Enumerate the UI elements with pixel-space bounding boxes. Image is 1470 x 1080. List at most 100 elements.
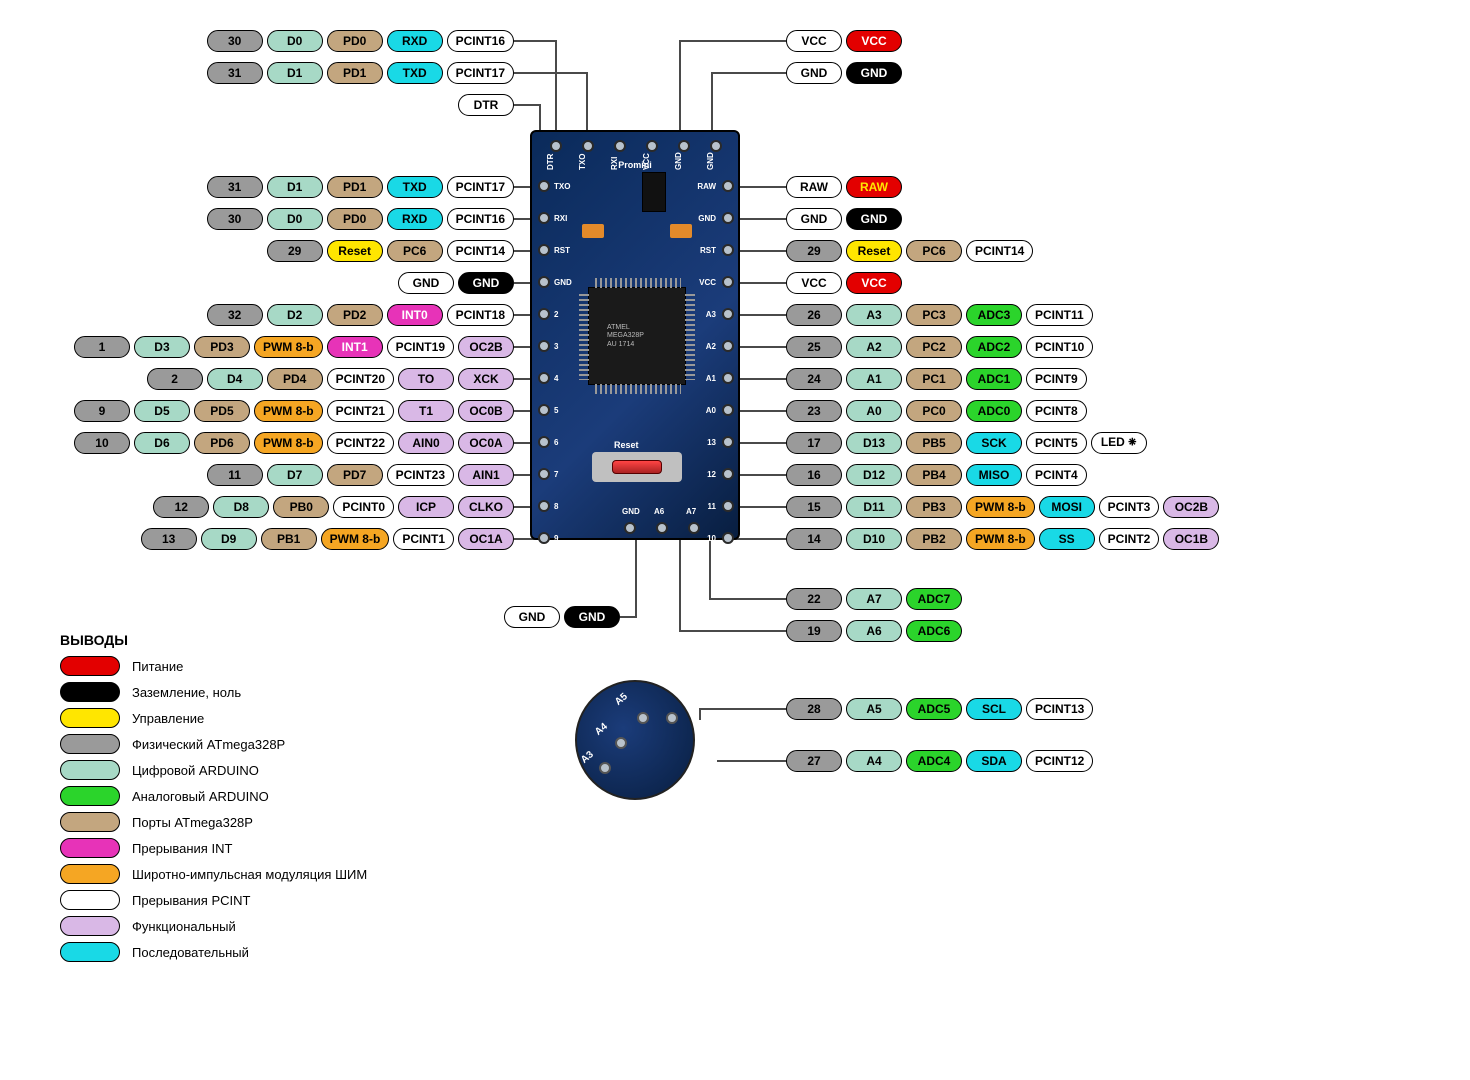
legend-row: Прерывания INT xyxy=(60,838,367,858)
pin-label-d7: D7 xyxy=(267,464,323,486)
legend-text: Управление xyxy=(132,711,204,726)
pin-label-adc1: ADC1 xyxy=(966,368,1022,390)
pin-label-to: TO xyxy=(398,368,454,390)
silk-label: A7 xyxy=(686,507,696,516)
pin-label-txd: TXD xyxy=(387,176,443,198)
pin-label-txd: TXD xyxy=(387,62,443,84)
pin-hole xyxy=(538,404,550,416)
pin-label-pcint4: PCINT4 xyxy=(1026,464,1087,486)
pin-hole xyxy=(722,212,734,224)
pin-label-pcint21: PCINT21 xyxy=(327,400,394,422)
pin-hole xyxy=(722,340,734,352)
pin-label-a7: A7 xyxy=(846,588,902,610)
pin-label-pb4: PB4 xyxy=(906,464,962,486)
silk-label: 10 xyxy=(707,534,716,543)
silk-label: 13 xyxy=(707,438,716,447)
pin-row: 17D13PB5SCKPCINT5LED 🞻 xyxy=(786,432,1147,454)
inset-closeup: A5 A4 A3 xyxy=(575,680,695,800)
pin-label-gnd: GND xyxy=(786,208,842,230)
silk-label: 12 xyxy=(707,470,716,479)
pin-hole xyxy=(538,276,550,288)
legend-text: Порты ATmega328P xyxy=(132,815,253,830)
pin-label-32: 32 xyxy=(207,304,263,326)
pin-label-adc5: ADC5 xyxy=(906,698,962,720)
pin-label-pcint18: PCINT18 xyxy=(447,304,514,326)
pin-label-25: 25 xyxy=(786,336,842,358)
pin-label-24: 24 xyxy=(786,368,842,390)
pin-label-pcint2: PCINT2 xyxy=(1099,528,1160,550)
silk-label: 2 xyxy=(554,310,558,319)
pin-label-d10: D10 xyxy=(846,528,902,550)
pin-label-30: 30 xyxy=(207,208,263,230)
pin-label-adc6: ADC6 xyxy=(906,620,962,642)
pin-label-pc6: PC6 xyxy=(387,240,443,262)
pin-label-2: 2 xyxy=(147,368,203,390)
pin-label-pcint1: PCINT1 xyxy=(393,528,454,550)
pin-label-oc2b: OC2B xyxy=(458,336,514,358)
pin-label-pwm-8-b: PWM 8-b xyxy=(254,336,323,358)
pin-label-gnd: GND xyxy=(398,272,454,294)
pin-label-pcint12: PCINT12 xyxy=(1026,750,1093,772)
legend-swatch xyxy=(60,890,120,910)
legend-swatch xyxy=(60,942,120,962)
silk-label: A6 xyxy=(654,507,664,516)
pin-label-pcint3: PCINT3 xyxy=(1099,496,1160,518)
pin-hole xyxy=(538,308,550,320)
silk-label: A1 xyxy=(706,374,716,383)
pin-label-scl: SCL xyxy=(966,698,1022,720)
pin-label-pd1: PD1 xyxy=(327,176,383,198)
pin-row: VCCVCC xyxy=(786,272,902,294)
legend-text: Функциональный xyxy=(132,919,236,934)
legend-row: Функциональный xyxy=(60,916,367,936)
pin-hole xyxy=(624,522,636,534)
pin-row: 29ResetPC6PCINT14 xyxy=(786,240,1033,262)
pin-label-pcint19: PCINT19 xyxy=(387,336,454,358)
pin-row: GNDGND xyxy=(504,606,620,628)
pin-label-27: 27 xyxy=(786,750,842,772)
reset-button xyxy=(592,452,682,482)
silk-label: A3 xyxy=(706,310,716,319)
pin-hole xyxy=(722,500,734,512)
pin-label-pcint17: PCINT17 xyxy=(447,62,514,84)
pin-row: DTR xyxy=(458,94,514,116)
capacitor xyxy=(670,224,692,238)
pin-label-sda: SDA xyxy=(966,750,1022,772)
pin-label-pcint11: PCINT11 xyxy=(1026,304,1093,326)
legend-row: Управление xyxy=(60,708,367,728)
pin-label-gnd: GND xyxy=(786,62,842,84)
silk-label: GND xyxy=(674,152,683,170)
pin-label-oc0a: OC0A xyxy=(458,432,514,454)
pin-label-oc0b: OC0B xyxy=(458,400,514,422)
pin-label-11: 11 xyxy=(207,464,263,486)
legend-text: Прерывания INT xyxy=(132,841,232,856)
silk-label: GND xyxy=(622,507,640,516)
pin-label-int1: INT1 xyxy=(327,336,383,358)
pin-hole xyxy=(678,140,690,152)
silk-label: RXI xyxy=(554,214,567,223)
silk-label: 3 xyxy=(554,342,558,351)
pin-label-adc2: ADC2 xyxy=(966,336,1022,358)
pin-label-xck: XCK xyxy=(458,368,514,390)
legend-row: Прерывания PCINT xyxy=(60,890,367,910)
pin-label-14: 14 xyxy=(786,528,842,550)
pin-row: XCKTOPCINT20PD4D42 xyxy=(147,368,514,390)
legend-text: Цифровой ARDUINO xyxy=(132,763,259,778)
pin-hole xyxy=(688,522,700,534)
silk-label: 5 xyxy=(554,406,558,415)
pin-label-miso: MISO xyxy=(966,464,1022,486)
legend: ВЫВОДЫ ПитаниеЗаземление, нольУправление… xyxy=(60,632,367,968)
legend-text: Последовательный xyxy=(132,945,249,960)
legend-text: Физический ATmega328P xyxy=(132,737,285,752)
pin-label-pcint0: PCINT0 xyxy=(333,496,394,518)
pin-label-16: 16 xyxy=(786,464,842,486)
legend-swatch xyxy=(60,708,120,728)
pin-label-pd6: PD6 xyxy=(194,432,250,454)
pin-label-adc3: ADC3 xyxy=(966,304,1022,326)
pin-row: PCINT16RXDPD0D030 xyxy=(207,30,514,52)
pin-row: 26A3PC3ADC3PCINT11 xyxy=(786,304,1093,326)
pin-label-d4: D4 xyxy=(207,368,263,390)
pin-row: 23A0PC0ADC0PCINT8 xyxy=(786,400,1087,422)
chip-text: ATMELMEGA328PAU 1714 xyxy=(607,324,644,349)
legend-swatch xyxy=(60,682,120,702)
pin-label-pcint8: PCINT8 xyxy=(1026,400,1087,422)
